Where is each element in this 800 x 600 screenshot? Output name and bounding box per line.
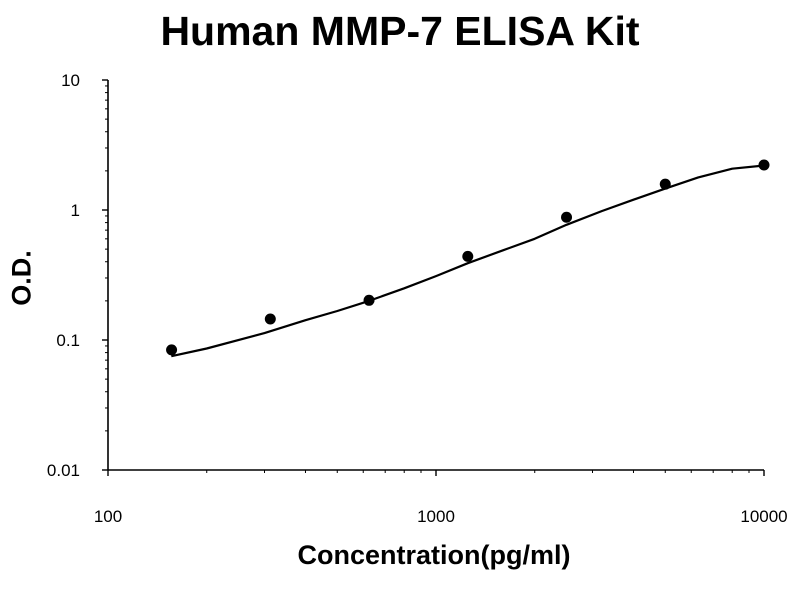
x-tick-label: 100 xyxy=(94,507,122,526)
fitted-curve-layer xyxy=(171,164,765,358)
y-tick-label: 1 xyxy=(71,201,80,220)
data-point xyxy=(462,250,474,262)
x-tick-label: 1000 xyxy=(417,507,455,526)
x-tick-label: 10000 xyxy=(740,507,787,526)
fitted-curve-line xyxy=(171,164,765,358)
chart-title: Human MMP-7 ELISA Kit xyxy=(160,8,640,54)
data-point xyxy=(758,159,770,171)
data-point xyxy=(561,211,573,223)
x-axis-title: Concentration(pg/ml) xyxy=(297,540,571,570)
y-axis-title: O.D. xyxy=(6,250,37,306)
data-point xyxy=(363,294,375,306)
axis-ticks: 0.01 0.1 1 10 100 1000 10000 xyxy=(47,71,788,526)
data-point xyxy=(166,344,178,356)
y-tick-label: 0.01 xyxy=(47,461,80,480)
data-point xyxy=(264,313,276,325)
y-tick-label: 10 xyxy=(61,71,80,90)
data-point xyxy=(659,178,671,190)
data-points-layer xyxy=(166,159,770,356)
y-tick-label: 0.1 xyxy=(56,331,80,350)
